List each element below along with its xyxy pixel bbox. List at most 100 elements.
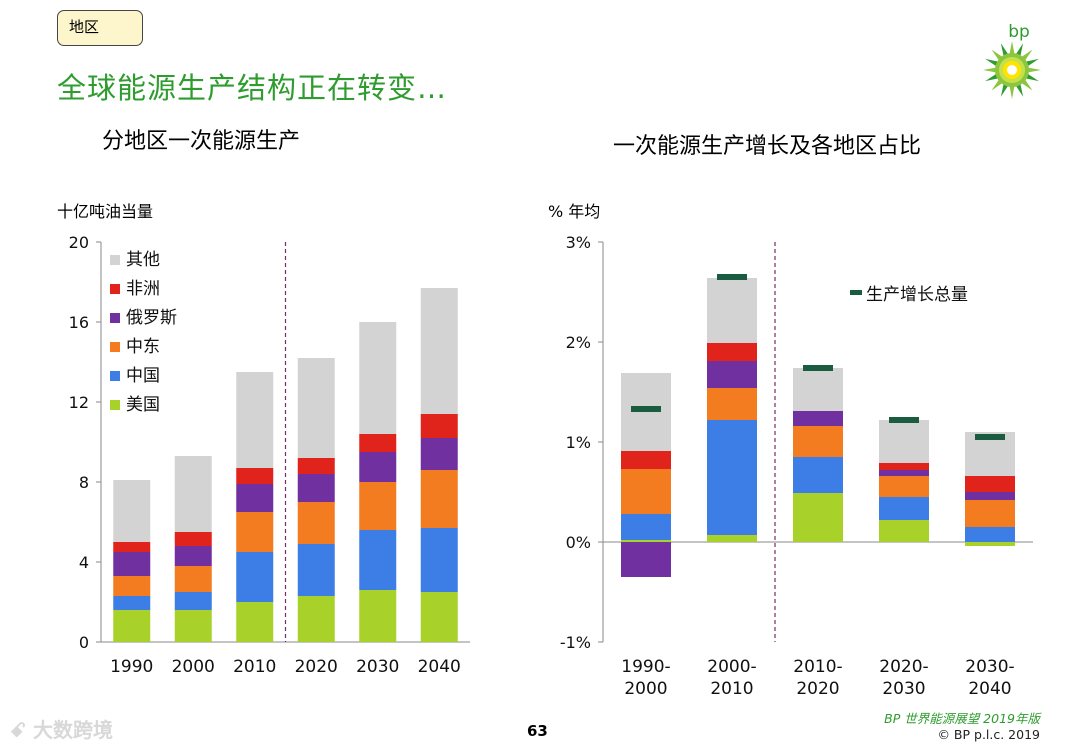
bar-segment-africa: [297, 458, 335, 474]
bar-segment-us: [297, 596, 335, 642]
bar-segment-russia: [879, 470, 929, 476]
bar-segment-us: [793, 493, 843, 542]
bar-segment-middle_east: [113, 576, 151, 596]
total-growth-marker: [631, 406, 661, 412]
bar-segment-other: [236, 372, 274, 468]
bar-segment-other: [174, 456, 212, 532]
legend-swatch-us: [110, 400, 120, 410]
x-tick-label: 2010: [233, 657, 276, 677]
page-number: 63: [527, 722, 548, 740]
bar-segment-other: [297, 358, 335, 458]
bar-segment-us: [707, 535, 757, 542]
page-title: 全球能源生产结构正在转变…: [57, 71, 448, 105]
bar-segment-russia: [236, 484, 274, 512]
y-tick-label: -1%: [560, 633, 591, 652]
bar-segment-middle_east: [174, 566, 212, 592]
source-note: BP 世界能源展望 2019年版: [884, 711, 1040, 726]
bar-segment-africa: [113, 542, 151, 552]
legend-label-total: 生产增长总量: [866, 285, 968, 305]
bar-segment-middle_east: [965, 500, 1015, 527]
total-growth-marker: [717, 274, 747, 280]
helios-ray: [1026, 67, 1041, 73]
bar-segment-middle_east: [793, 426, 843, 457]
region-tag: 地区: [57, 10, 143, 46]
regional-production-chart: 0 4 8 12 16 20 1990 2000 2010 2020 2030 2040 其他非洲俄罗斯…: [69, 233, 470, 677]
bar-segment-us: [236, 602, 274, 642]
bar-segment-africa: [707, 343, 757, 361]
x-tick-label: 2000: [624, 679, 667, 699]
x-tick-label: 2010: [710, 679, 753, 699]
bar-segment-us: [420, 592, 458, 642]
bar-segment-africa: [621, 451, 671, 469]
bar-segment-russia: [113, 552, 151, 576]
bar-segment-middle_east: [707, 388, 757, 420]
y-tick-label: 1%: [566, 433, 591, 452]
bar-segment-russia: [174, 546, 212, 566]
bar-segment-other: [359, 322, 397, 434]
right-chart-unit: % 年均: [548, 202, 601, 221]
bar-segment-us: [965, 542, 1015, 546]
bar-segment-us: [621, 540, 671, 542]
y-tick-label: 4: [79, 553, 89, 572]
bar-segment-other: [879, 420, 929, 463]
bar-segment-africa: [236, 468, 274, 484]
legend-label-us: 美国: [126, 395, 160, 415]
y-tick-label: 12: [69, 393, 89, 412]
total-growth-marker: [889, 417, 919, 423]
legend-swatch-other: [110, 255, 120, 265]
bar-segment-china: [965, 527, 1015, 542]
left-chart-subtitle: 分地区一次能源生产: [102, 129, 301, 154]
bar-segment-russia: [965, 492, 1015, 500]
bar-segment-us: [113, 610, 151, 642]
bar-segment-middle_east: [879, 476, 929, 497]
bar-segment-us: [174, 610, 212, 642]
legend-label-russia: 俄罗斯: [126, 308, 177, 328]
bar-segment-other: [793, 368, 843, 411]
bar-segment-china: [621, 514, 671, 540]
bar-segment-china: [113, 596, 151, 610]
legend-swatch-africa: [110, 284, 120, 294]
y-tick-label: 2%: [566, 333, 591, 352]
bar-segment-middle_east: [420, 470, 458, 528]
bar-segment-russia: [707, 361, 757, 388]
bar-segment-russia: [297, 474, 335, 502]
bar-segment-russia: [621, 542, 671, 577]
total-growth-marker: [975, 434, 1005, 440]
bar-segment-africa: [420, 414, 458, 438]
x-tick-label: 2010-: [793, 657, 842, 677]
bar-segment-other: [113, 480, 151, 542]
x-tick-label: 1990: [110, 657, 153, 677]
bar-segment-middle_east: [297, 502, 335, 544]
helios-ray: [1009, 41, 1015, 56]
legend-swatch-russia: [110, 313, 120, 323]
bar-segment-china: [359, 530, 397, 590]
y-tick-label: 8: [79, 473, 89, 492]
bar-segment-us: [879, 520, 929, 542]
helios-icon: [983, 41, 1041, 99]
x-tick-label: 2030-: [965, 657, 1014, 677]
bar-segment-russia: [359, 452, 397, 482]
bar-segment-africa: [879, 463, 929, 470]
legend-swatch-china: [110, 371, 120, 381]
bar-segment-china: [236, 552, 274, 602]
legend-label-africa: 非洲: [126, 279, 160, 299]
y-tick-label: 16: [69, 313, 89, 332]
y-tick-label: 3%: [566, 233, 591, 252]
right-chart-subtitle: 一次能源生产增长及各地区占比: [613, 134, 922, 159]
bar-segment-other: [707, 278, 757, 343]
x-tick-label: 2000-: [707, 657, 756, 677]
helios-ray: [1009, 84, 1015, 99]
legend-swatch-total: [850, 290, 862, 295]
x-tick-label: 1990-: [621, 657, 670, 677]
legend-label-middle_east: 中东: [126, 337, 160, 357]
x-tick-label: 2020: [295, 657, 338, 677]
x-tick-label: 2000: [172, 657, 215, 677]
total-growth-marker: [803, 365, 833, 371]
bar-segment-china: [879, 497, 929, 520]
x-tick-label: 2020: [796, 679, 839, 699]
bar-segment-russia: [420, 438, 458, 470]
bar-segment-china: [174, 592, 212, 610]
bar-segment-africa: [965, 476, 1015, 492]
bar-segment-china: [707, 420, 757, 535]
bp-logo-text: bp: [1008, 22, 1030, 42]
